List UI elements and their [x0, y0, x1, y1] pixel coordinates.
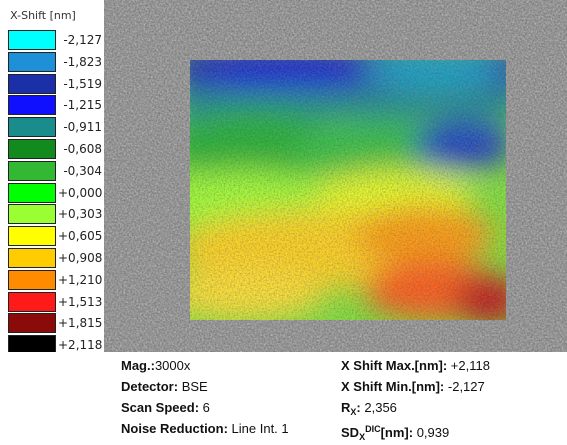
- legend-swatch: [8, 204, 56, 225]
- legend-label: -0,911: [63, 120, 102, 135]
- detector-value: BSE: [181, 379, 208, 394]
- rx-line: RX: 2,356: [341, 400, 397, 420]
- legend-label: +0,605: [58, 229, 103, 244]
- acquisition-info: Mag.:3000x Detector: BSE Scan Speed: 6 N…: [0, 352, 567, 444]
- legend-label: +0,908: [58, 251, 103, 265]
- scan-speed-line: Scan Speed: 6: [121, 400, 210, 416]
- x-shift-map: [190, 60, 506, 320]
- legend-swatch: [8, 160, 56, 181]
- x-shift-max-line: X Shift Max.[nm]: +2,118: [341, 358, 490, 374]
- legend-label: -1,215: [63, 98, 102, 113]
- legend-label: -0,608: [63, 142, 102, 156]
- legend-swatch: [8, 95, 56, 116]
- noise-reduction-value: Line Int. 1: [231, 421, 289, 436]
- x-shift-min-line: X Shift Min.[nm]: -2,127: [341, 379, 485, 395]
- sd-value: 0,939: [416, 425, 450, 440]
- legend-label: +0,303: [58, 207, 103, 222]
- legend-title: X-Shift [nm]: [10, 9, 76, 22]
- mag-label: Mag.:: [121, 358, 155, 373]
- legend-label: +1,210: [58, 272, 103, 287]
- sem-micrograph: [104, 0, 567, 352]
- legend-swatch: [8, 269, 56, 290]
- sem-image: [104, 0, 567, 352]
- legend-label: +1,513: [58, 294, 103, 309]
- legend-label: +1,815: [58, 316, 103, 331]
- legend-swatch: [8, 51, 56, 72]
- noise-reduction-label: Noise Reduction:: [121, 421, 228, 436]
- legend-swatch: [8, 291, 56, 312]
- legend-label: +0,000: [58, 185, 103, 200]
- rx-label: RX:: [341, 400, 361, 417]
- detector-line: Detector: BSE: [121, 379, 208, 395]
- x-shift-max-label: X Shift Max.[nm]:: [341, 358, 448, 373]
- rx-value: 2,356: [364, 400, 397, 415]
- legend-swatch: [8, 73, 56, 94]
- scan-speed-value: 6: [202, 400, 210, 415]
- legend-label: -1,519: [63, 76, 102, 91]
- legend-swatch: [8, 313, 56, 334]
- mag-line: Mag.:3000x: [121, 358, 190, 374]
- x-shift-max-value: +2,118: [450, 358, 490, 373]
- color-legend: X-Shift [nm] -2,127 -1,823 -1,519 -1,215 -0,…: [0, 0, 104, 356]
- noise-reduction-line: Noise Reduction: Line Int. 1: [121, 421, 289, 437]
- detector-label: Detector:: [121, 379, 179, 394]
- x-shift-min-value: -2,127: [447, 379, 485, 394]
- legend-swatch: [8, 182, 56, 203]
- legend-label: -0,304: [63, 163, 102, 178]
- legend-swatch: [8, 117, 56, 138]
- legend-swatch: [8, 30, 56, 50]
- mag-value: 3000x: [154, 358, 191, 373]
- x-shift-min-label: X Shift Min.[nm]:: [341, 379, 445, 394]
- sd-label: SDXDIC[nm]:: [341, 424, 414, 442]
- scan-speed-label: Scan Speed:: [121, 400, 200, 415]
- legend-swatch: [8, 226, 56, 247]
- legend-label: -2,127: [63, 33, 102, 47]
- legend-swatch: [8, 139, 56, 159]
- sd-line: SDXDIC[nm]: 0,939: [341, 421, 449, 445]
- legend-swatch: [8, 248, 56, 268]
- legend-label: +2,118: [58, 338, 103, 353]
- legend-label: -1,823: [63, 54, 102, 69]
